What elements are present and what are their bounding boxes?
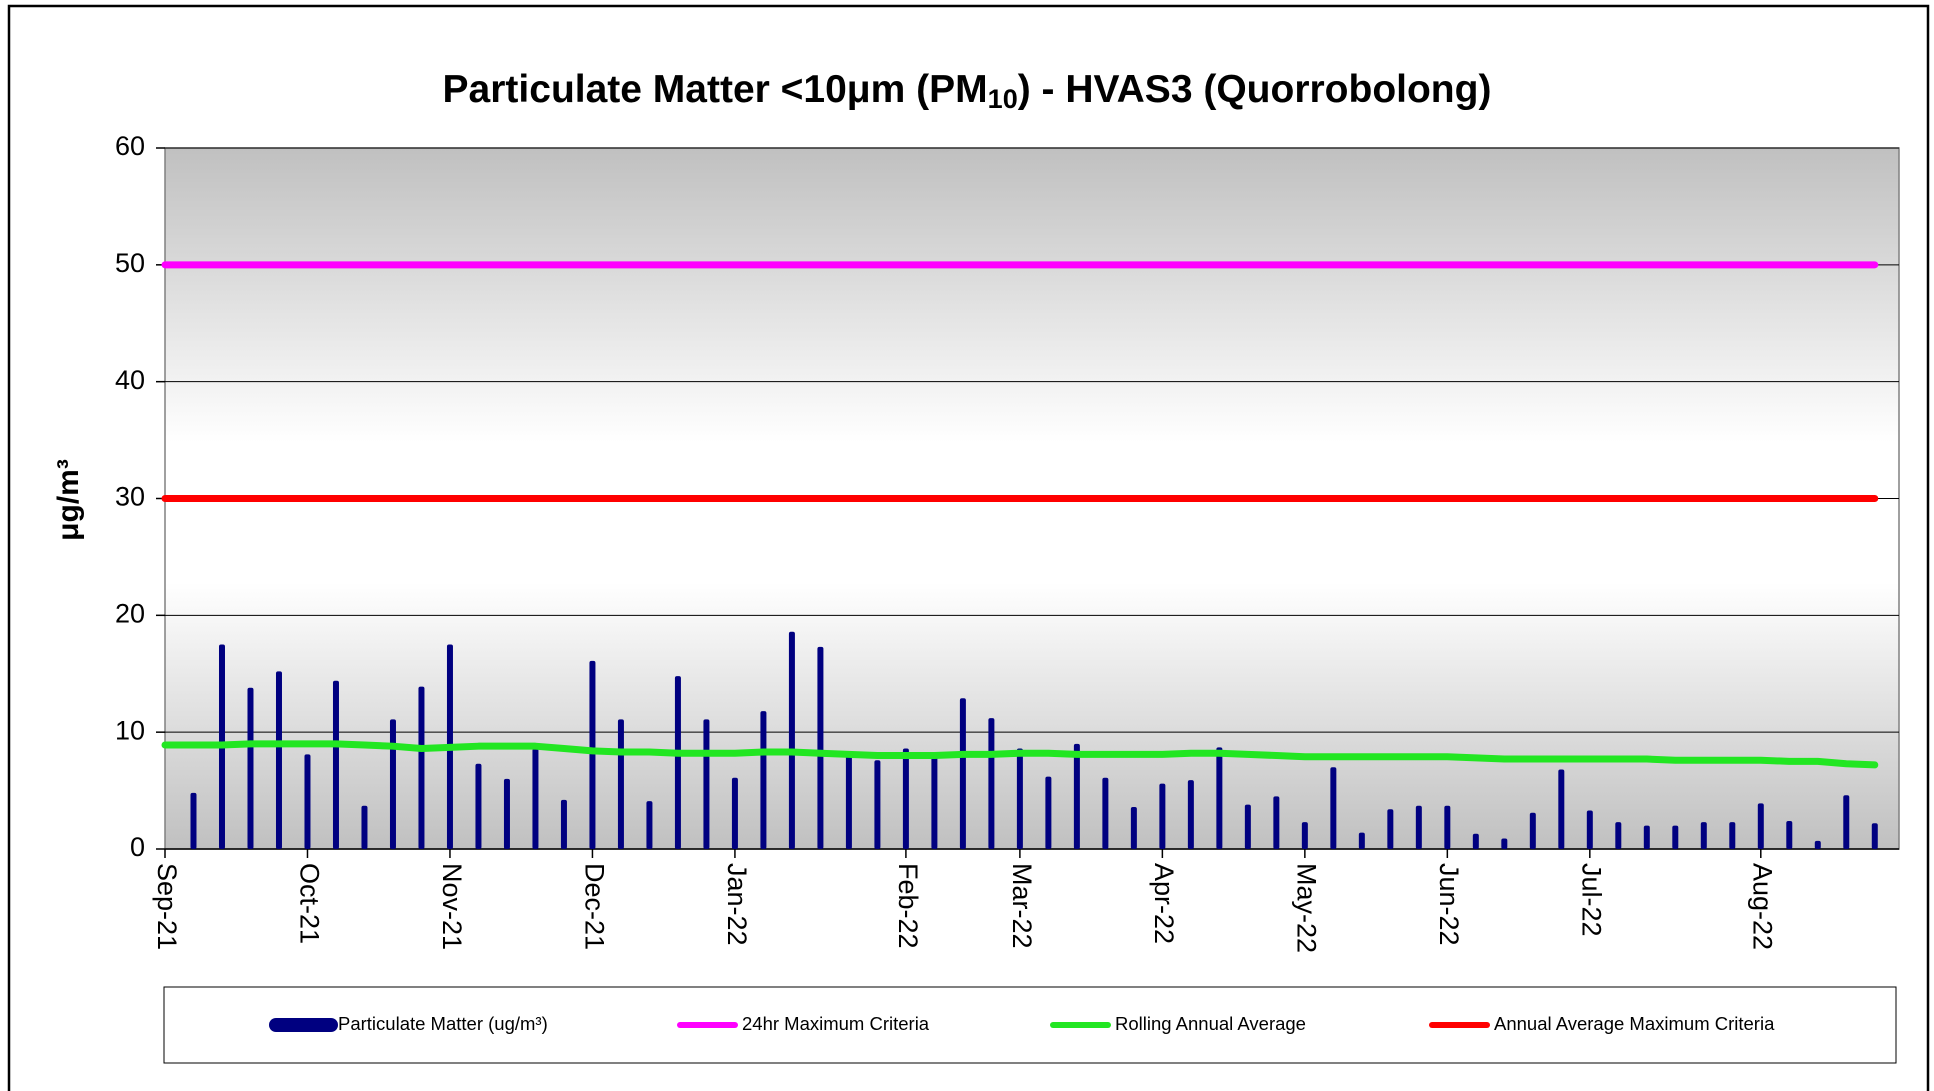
- bar: [1415, 805, 1422, 849]
- bar: [845, 755, 852, 849]
- bar: [988, 718, 995, 849]
- bar: [1387, 809, 1394, 849]
- legend-label: 24hr Maximum Criteria: [742, 1013, 930, 1034]
- bar: [674, 676, 681, 849]
- bar: [1159, 783, 1166, 849]
- y-axis-label: μg/m³: [52, 459, 85, 541]
- bar: [1301, 822, 1308, 849]
- bar: [1843, 795, 1850, 849]
- x-tick-label: May-22: [1292, 863, 1322, 953]
- bar: [190, 792, 197, 849]
- bar: [760, 711, 767, 849]
- y-tick-label: 60: [115, 131, 145, 161]
- y-tick-label: 20: [115, 598, 145, 628]
- bar: [1216, 747, 1223, 849]
- x-tick-label: Aug-22: [1748, 863, 1778, 950]
- bar: [418, 686, 425, 849]
- y-tick-label: 0: [130, 832, 145, 862]
- bar: [1102, 777, 1109, 849]
- bar: [1729, 822, 1736, 849]
- bar: [1586, 810, 1593, 849]
- bar: [1244, 804, 1251, 849]
- x-tick-label: Jun-22: [1434, 863, 1464, 946]
- bar: [247, 687, 254, 849]
- y-tick-label: 30: [115, 482, 145, 512]
- legend-label: Rolling Annual Average: [1115, 1013, 1306, 1034]
- y-tick-label: 10: [115, 715, 145, 745]
- bar: [1700, 822, 1707, 849]
- bar: [1273, 796, 1280, 849]
- bar: [1045, 776, 1052, 849]
- bar: [1615, 822, 1622, 849]
- bar: [1529, 812, 1536, 849]
- bar: [503, 778, 510, 849]
- y-tick-label: 40: [115, 365, 145, 395]
- y-tick-label: 50: [115, 248, 145, 278]
- bar: [1187, 780, 1194, 849]
- bar: [731, 777, 738, 849]
- x-tick-label: Jul-22: [1577, 863, 1607, 937]
- bar: [389, 719, 396, 849]
- bar: [703, 719, 710, 849]
- bar: [1130, 806, 1137, 849]
- bar: [532, 748, 539, 849]
- bar: [1444, 805, 1451, 849]
- bar: [1501, 838, 1508, 849]
- bar: [902, 748, 909, 849]
- x-tick-label: Jan-22: [722, 863, 752, 946]
- x-tick-label: Oct-21: [294, 863, 324, 944]
- x-tick-label: Sep-21: [152, 863, 182, 950]
- bar: [1786, 820, 1793, 849]
- legend-label: Particulate Matter (ug/m³): [338, 1013, 548, 1034]
- bar: [560, 799, 567, 849]
- x-tick-label: Apr-22: [1149, 863, 1179, 944]
- bar: [361, 805, 368, 849]
- x-tick-label: Dec-21: [579, 863, 609, 950]
- bar: [1814, 840, 1821, 849]
- chart-title: Particulate Matter <10μm (PM10) - HVAS3 …: [443, 68, 1492, 114]
- legend: [163, 986, 1897, 1064]
- bar: [788, 631, 795, 849]
- bar: [1016, 748, 1023, 849]
- bar: [1558, 769, 1565, 849]
- bar: [1330, 767, 1337, 849]
- bar: [817, 646, 824, 849]
- bar: [931, 755, 938, 849]
- bar: [332, 680, 339, 849]
- bar: [1643, 825, 1650, 849]
- bar: [617, 719, 624, 849]
- x-tick-label: Nov-21: [437, 863, 467, 950]
- bar: [475, 763, 482, 849]
- line: [161, 740, 1879, 769]
- bar: [1472, 833, 1479, 849]
- bar: [1757, 803, 1764, 849]
- x-tick-label: Feb-22: [893, 863, 923, 949]
- bar: [1871, 823, 1878, 849]
- bar: [304, 754, 311, 849]
- bar: [275, 671, 282, 849]
- bar: [1672, 825, 1679, 849]
- legend-label: Annual Average Maximum Criteria: [1494, 1013, 1775, 1034]
- x-tick-label: Mar-22: [1007, 863, 1037, 949]
- bar: [959, 698, 966, 849]
- bar: [646, 801, 653, 849]
- bar: [1073, 743, 1080, 849]
- bar: [874, 760, 881, 849]
- bar: [589, 660, 596, 849]
- bar: [1358, 832, 1365, 849]
